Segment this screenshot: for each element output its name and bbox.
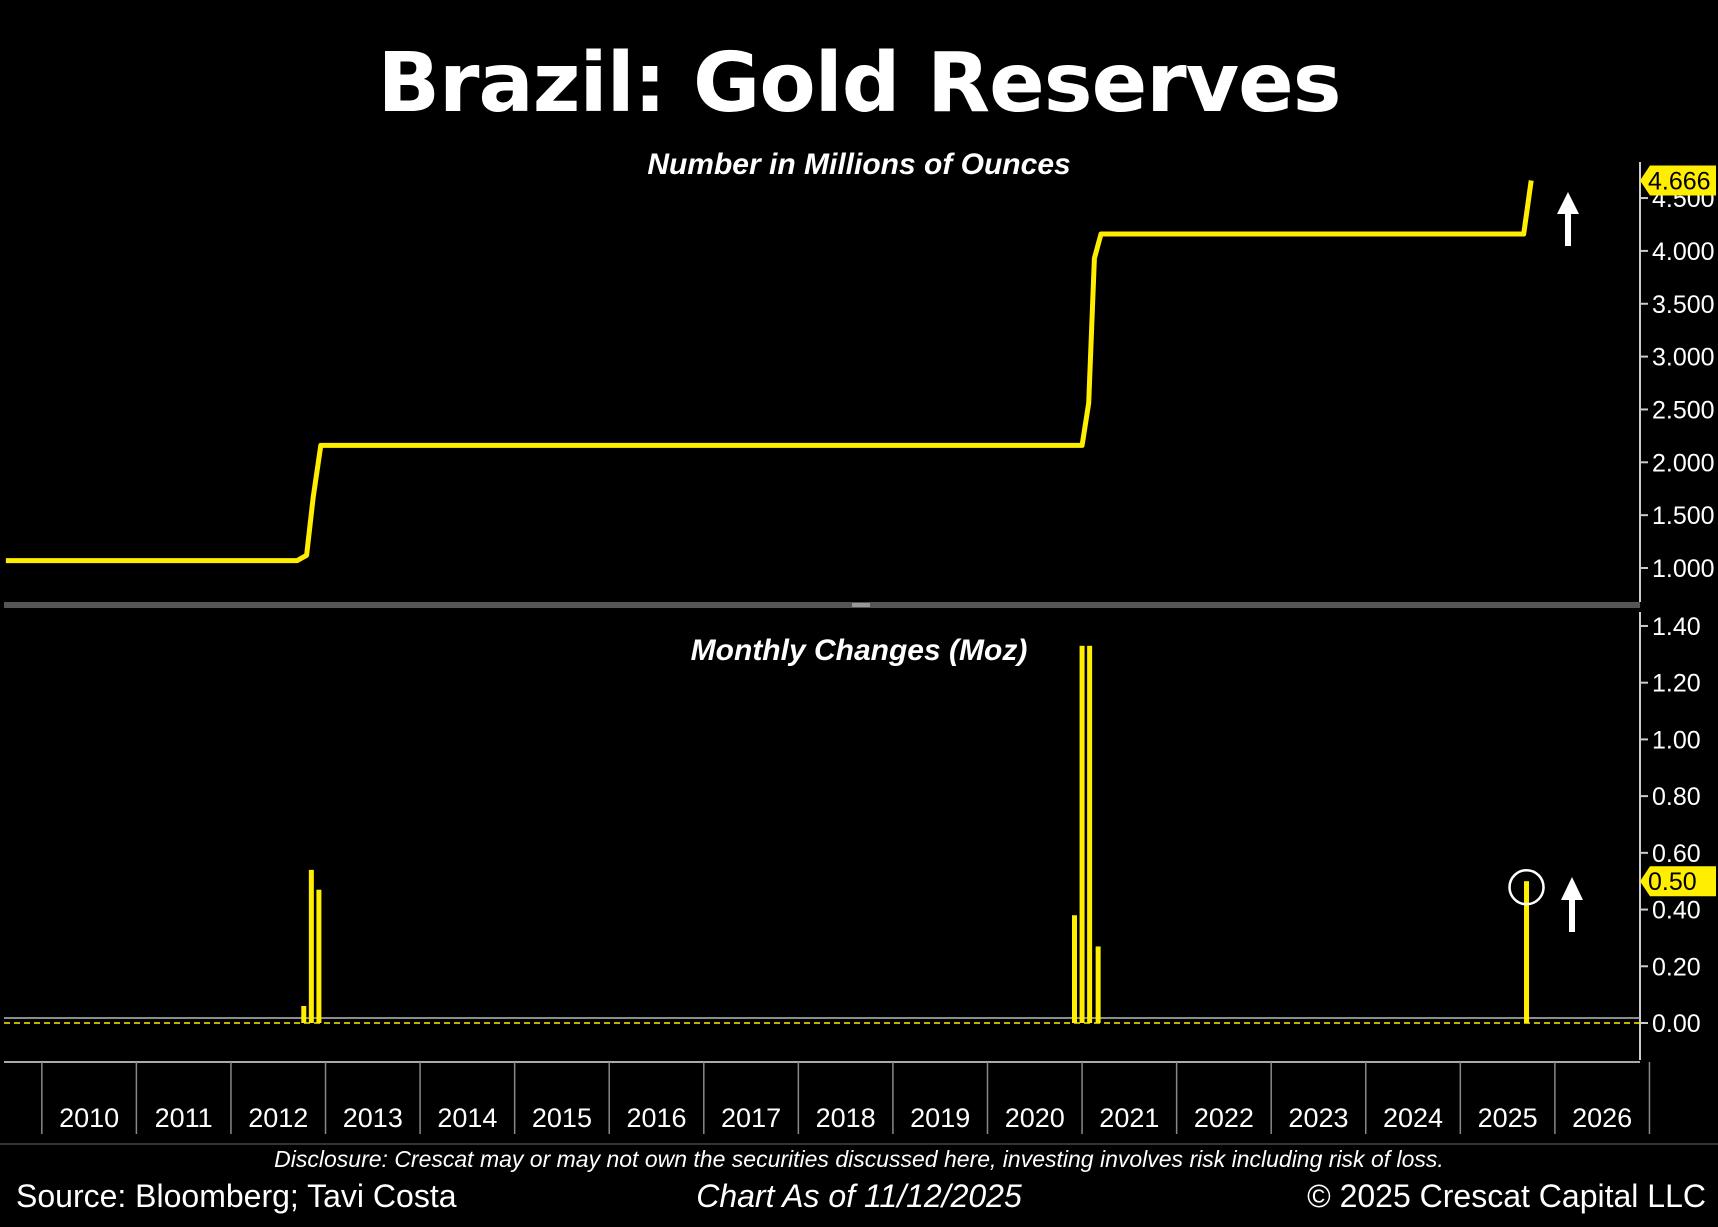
- top-y-tick-label: 2.500: [1652, 396, 1715, 424]
- monthly-change-bar: [301, 1005, 307, 1023]
- year-label: 2021: [1099, 1103, 1159, 1133]
- copyright-text: © 2025 Crescat Capital LLC: [1307, 1178, 1706, 1214]
- bottom-y-tick-label: 0.40: [1652, 897, 1701, 925]
- bottom-y-tick-label: 1.00: [1652, 726, 1701, 754]
- top-last-value-label: 4.666: [1648, 168, 1711, 196]
- bottom-panel-title: Monthly Changes (Moz): [690, 634, 1028, 667]
- year-label: 2025: [1478, 1103, 1538, 1133]
- year-label: 2016: [626, 1103, 686, 1133]
- source-text: Source: Bloomberg; Tavi Costa: [16, 1178, 457, 1214]
- year-label: 2014: [437, 1103, 497, 1133]
- circle-highlight-icon: [1508, 868, 1545, 906]
- top-y-tick-label: 1.000: [1652, 555, 1715, 583]
- year-label: 2022: [1194, 1103, 1254, 1133]
- top-y-tick-label: 3.000: [1652, 344, 1715, 372]
- monthly-change-bar: [1071, 915, 1077, 1023]
- bottom-y-tick-label: 0.20: [1652, 953, 1701, 981]
- year-label: 2013: [343, 1103, 403, 1133]
- bottom-y-tick-label: 0.00: [1652, 1010, 1701, 1038]
- monthly-change-bar: [308, 869, 314, 1023]
- up-arrow-icon: [1557, 192, 1579, 246]
- year-label: 2018: [816, 1103, 876, 1133]
- chart-as-of-text: Chart As of 11/12/2025: [696, 1178, 1022, 1214]
- up-arrow-icon: [1561, 877, 1583, 932]
- bottom-y-tick-label: 1.40: [1652, 613, 1701, 641]
- bottom-y-tick-label: 0.80: [1652, 783, 1701, 811]
- top-y-tick-label: 2.000: [1652, 449, 1715, 477]
- monthly-change-bar: [1095, 946, 1101, 1023]
- panel-divider: [4, 602, 1640, 608]
- monthly-change-bar: [1087, 645, 1093, 1023]
- top-last-value-badge: 4.666: [1640, 165, 1716, 196]
- top-y-tick-label: 1.500: [1652, 502, 1715, 530]
- monthly-change-bar: [316, 889, 322, 1023]
- year-label: 2026: [1572, 1103, 1632, 1133]
- disclosure-text: Disclosure: Crescat may or may not own t…: [274, 1146, 1444, 1172]
- year-label: 2019: [910, 1103, 970, 1133]
- year-label: 2012: [248, 1103, 308, 1133]
- year-label: 2010: [59, 1103, 119, 1133]
- top-y-tick-label: 4.000: [1652, 238, 1715, 266]
- reserves-series-line: [5, 180, 1534, 564]
- bottom-y-ticks: 0.00 0.20 0.40 0.60 0.80 1.00 1.20 1.40: [1640, 613, 1701, 1038]
- top-panel-title: Number in Millions of Ounces: [647, 148, 1071, 181]
- x-year-axis: 2010 2011 2012 2013 2014 2015 2016 2017 2018 2019…: [41, 1062, 1651, 1134]
- year-label: 2017: [721, 1103, 781, 1133]
- bottom-y-tick-label: 0.60: [1652, 840, 1701, 868]
- year-label: 2020: [1005, 1103, 1065, 1133]
- panel-divider-handle[interactable]: [852, 603, 870, 607]
- monthly-change-bar: [1524, 881, 1530, 1023]
- chart-title: Brazil: Gold Reserves: [377, 36, 1341, 131]
- monthly-change-bar: [1079, 645, 1085, 1023]
- year-label: 2024: [1383, 1103, 1443, 1133]
- year-label: 2011: [155, 1103, 213, 1133]
- year-label: 2023: [1288, 1103, 1348, 1133]
- top-y-tick-label: 3.500: [1652, 291, 1715, 319]
- bottom-y-tick-label: 1.20: [1652, 670, 1701, 698]
- monthly-change-bars: [301, 645, 1530, 1023]
- bottom-last-value-badge: 0.50: [1640, 866, 1716, 897]
- bottom-last-value-label: 0.50: [1648, 868, 1697, 896]
- year-label: 2015: [532, 1103, 592, 1133]
